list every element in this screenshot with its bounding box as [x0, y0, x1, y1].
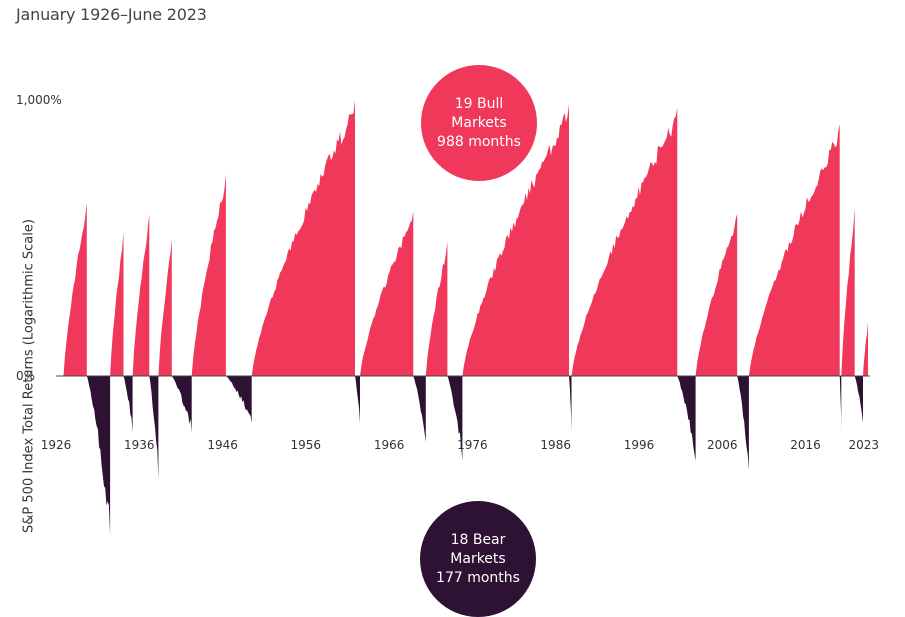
- bear-badge-line-2: Markets: [450, 550, 506, 567]
- bull-badge-line-2: Markets: [451, 114, 507, 131]
- bull-market-area: [695, 213, 738, 376]
- bull-market-area: [425, 242, 448, 376]
- x-tick-label: 1966: [374, 438, 405, 452]
- x-tick-label: 2016: [790, 438, 821, 452]
- chart-areas: [63, 100, 868, 536]
- bear-market-area: [86, 376, 111, 536]
- bull-market-area: [360, 210, 414, 376]
- x-tick-label: 1956: [291, 438, 322, 452]
- bear-market-area: [677, 376, 696, 461]
- bear-markets-badge: 18 Bear Markets 177 months: [420, 501, 536, 617]
- x-axis-ticks: 1926 1936 1946 1956 1966 1976 1986 1996 2006 2016…: [41, 438, 879, 452]
- bull-market-area: [841, 208, 855, 376]
- x-tick-label: 1976: [457, 438, 488, 452]
- bear-market-area: [123, 376, 133, 433]
- bull-market-area: [863, 321, 868, 376]
- chart-subtitle: January 1926–June 2023: [16, 5, 207, 24]
- bear-market-area: [355, 376, 360, 423]
- y-tick-label: 1,000%: [16, 93, 62, 107]
- bear-market-area: [149, 376, 159, 480]
- bull-market-area: [132, 213, 150, 376]
- bull-market-area: [158, 238, 172, 376]
- x-tick-label: 1926: [41, 438, 72, 452]
- x-tick-label: 1996: [624, 438, 655, 452]
- x-tick-label: 1946: [207, 438, 238, 452]
- bear-market-area: [854, 376, 863, 423]
- bear-market-area: [447, 376, 463, 461]
- bear-badge-line-1: 18 Bear: [450, 531, 506, 548]
- bull-market-area: [251, 100, 355, 376]
- bear-market-area: [225, 376, 252, 423]
- bull-market-area: [462, 104, 569, 377]
- bull-badge-line-1: 19 Bull: [454, 95, 504, 112]
- bear-market-area: [171, 376, 192, 433]
- bear-market-area: [569, 376, 572, 433]
- y-axis-ticks: 1,000% 0%: [16, 93, 62, 383]
- x-tick-label: 1936: [124, 438, 155, 452]
- bull-market-area: [110, 231, 124, 376]
- bull-market-area: [748, 124, 840, 377]
- x-tick-label: 1986: [540, 438, 571, 452]
- bear-badge-line-3: 177 months: [436, 569, 520, 586]
- x-tick-label: 2006: [707, 438, 738, 452]
- bear-market-area: [839, 376, 842, 433]
- y-axis-label: S&P 500 Index Total Returns (Logarithmic…: [21, 219, 37, 533]
- bull-market-area: [191, 173, 226, 376]
- bull-markets-badge: 19 Bull Markets 988 months: [421, 65, 537, 181]
- x-tick-label: 2023: [849, 438, 880, 452]
- bear-market-area: [737, 376, 749, 470]
- bull-market-area: [63, 202, 87, 376]
- y-tick-label: 0%: [16, 369, 35, 383]
- bear-market-area: [413, 376, 426, 442]
- bull-market-area: [571, 107, 678, 376]
- bull-badge-line-3: 988 months: [437, 133, 521, 150]
